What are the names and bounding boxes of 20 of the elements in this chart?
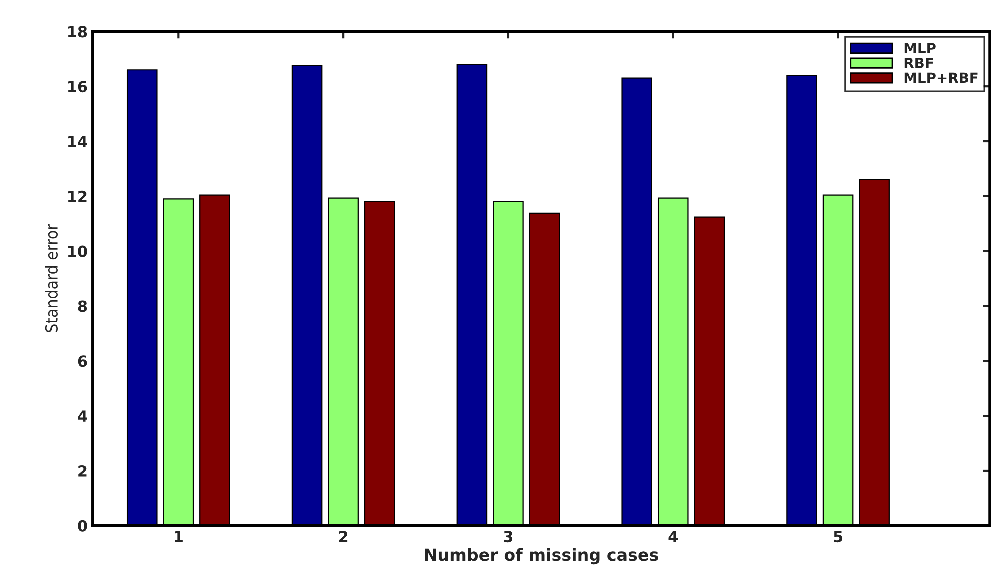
legend-label: MLP+RBF xyxy=(904,72,978,84)
legend-label: MLP xyxy=(904,43,936,54)
y-tick-label: 16 xyxy=(68,81,88,93)
x-tick-label: 4 xyxy=(668,531,678,542)
y-tick-label: 12 xyxy=(68,190,87,202)
x-tick-label: 2 xyxy=(339,531,348,542)
y-tick-label: 8 xyxy=(78,300,88,312)
y-tick-label: 0 xyxy=(78,520,88,532)
legend-label: RBF xyxy=(904,58,934,68)
y-tick-label: 4 xyxy=(78,410,88,422)
y-tick-label: 18 xyxy=(68,26,88,38)
y-tick-label: 6 xyxy=(78,356,88,368)
y-tick-label: 14 xyxy=(68,136,88,148)
x-tick-label: 1 xyxy=(175,531,183,542)
y-tick-label: 2 xyxy=(78,465,87,477)
y-tick-label: 10 xyxy=(68,246,88,258)
x-tick-label: 5 xyxy=(834,531,843,543)
x-tick-label: 3 xyxy=(504,531,513,543)
x-axis-title: Number of missing cases xyxy=(425,548,658,565)
y-axis-title: Standard error xyxy=(45,224,58,332)
